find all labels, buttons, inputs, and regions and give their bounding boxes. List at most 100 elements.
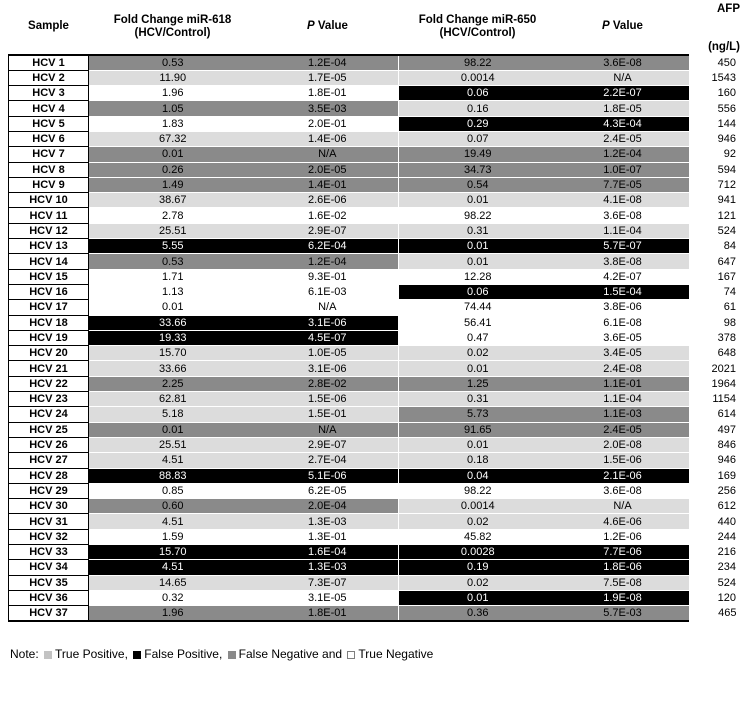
table-row: HCV 24 5.18 1.5E-01 5.73 1.1E-03 614	[8, 406, 742, 423]
p-value-650-cell: 3.8E-06	[556, 299, 689, 316]
table-row: HCV 13 5.55 6.2E-04 0.01 5.7E-07 84	[8, 238, 742, 255]
p-value-618-cell: 1.5E-06	[256, 391, 399, 408]
table-row: HCV 36 0.32 3.1E-05 0.01 1.9E-08 120	[8, 589, 742, 607]
p-value-650-cell: 2.0E-08	[556, 437, 689, 454]
sample-cell: HCV 37	[8, 605, 89, 623]
p-value-650-cell: 1.9E-08	[556, 590, 689, 607]
afp-cell: 216	[688, 544, 742, 560]
fold-change-618-cell: 4.51	[88, 559, 257, 576]
fold-change-618-cell: 88.83	[88, 468, 257, 484]
sample-cell: HCV 6	[8, 130, 89, 148]
table-row: HCV 3 1.96 1.8E-01 0.06 2.2E-07 160	[8, 85, 742, 102]
p-value-618-cell: 1.5E-01	[256, 406, 399, 423]
fold-change-618-cell: 1.96	[88, 85, 257, 102]
afp-cell: 1964	[688, 376, 742, 392]
fold-change-618-cell: 25.51	[88, 223, 257, 240]
fold-change-650-cell: 56.41	[398, 315, 557, 331]
sample-cell: HCV 15	[8, 268, 89, 285]
p-value-618-cell: 6.1E-03	[256, 284, 399, 301]
table-row: HCV 2 11.90 1.7E-05 0.0014 N/A 1543	[8, 69, 742, 87]
p-value-650-cell: 3.6E-08	[556, 53, 689, 71]
fold-change-618-cell: 1.96	[88, 605, 257, 623]
sample-cell: HCV 19	[8, 329, 89, 347]
sample-cell: HCV 13	[8, 238, 89, 255]
fold-change-650-cell: 0.04	[398, 468, 557, 484]
fold-change-618-cell: 11.90	[88, 70, 257, 87]
fold-change-650-cell: 98.22	[398, 483, 557, 500]
table-row: HCV 4 1.05 3.5E-03 0.16 1.8E-05 556	[8, 100, 742, 117]
table-row: HCV 31 4.51 1.3E-03 0.02 4.6E-06 440	[8, 513, 742, 530]
fold-change-618-cell: 1.05	[88, 100, 257, 117]
sample-cell: HCV 17	[8, 299, 89, 316]
legend-note: Note: True Positive, False Positive, Fal…	[10, 647, 742, 661]
afp-cell: 524	[688, 223, 742, 239]
p-value-650-cell: N/A	[556, 70, 689, 87]
afp-cell: 465	[688, 605, 742, 621]
table-row: HCV 33 15.70 1.6E-04 0.0028 7.7E-06 216	[8, 543, 742, 561]
sample-cell: HCV 25	[8, 421, 89, 438]
fold-change-650-cell: 0.31	[398, 223, 557, 240]
sample-cell: HCV 36	[8, 589, 89, 607]
p-value-650-cell: 5.7E-07	[556, 238, 689, 255]
afp-cell: 234	[688, 559, 742, 576]
p-value-618-cell: 1.3E-03	[256, 513, 399, 530]
afp-cell: 256	[688, 483, 742, 499]
afp-cell: 2021	[688, 360, 742, 377]
fold-change-650-cell: 0.0014	[398, 498, 557, 515]
table-row: HCV 29 0.85 6.2E-05 98.22 3.6E-08 256	[8, 482, 742, 500]
sample-cell: HCV 10	[8, 192, 89, 209]
fold-change-650-cell: 0.19	[398, 559, 557, 576]
header-line: Fold Change miR-650	[418, 13, 537, 26]
p-value-618-cell: 2.7E-04	[256, 452, 399, 469]
fold-change-618-cell: 1.49	[88, 177, 257, 194]
table-row: HCV 22 2.25 2.8E-02 1.25 1.1E-01 1964	[8, 375, 742, 393]
afp-cell: 120	[688, 590, 742, 606]
col-header-afp: AFP (ng/L)	[688, 0, 742, 55]
p-value-618-cell: 1.4E-01	[256, 177, 399, 194]
p-value-618-cell: 2.0E-01	[256, 116, 399, 132]
p-value-618-cell: 5.1E-06	[256, 468, 399, 484]
fold-change-618-cell: 0.60	[88, 498, 257, 515]
sample-cell: HCV 18	[8, 314, 89, 331]
table-row: HCV 20 15.70 1.0E-05 0.02 3.4E-05 648	[8, 345, 742, 362]
p-value-618-cell: 1.0E-05	[256, 345, 399, 362]
fold-change-650-cell: 0.06	[398, 85, 557, 102]
sample-cell: HCV 24	[8, 406, 89, 423]
table-row: HCV 10 38.67 2.6E-06 0.01 4.1E-08 941	[8, 192, 742, 209]
fold-change-650-cell: 1.25	[398, 376, 557, 393]
p-value-650-cell: 1.5E-04	[556, 284, 689, 301]
fold-change-618-cell: 1.83	[88, 116, 257, 132]
fold-change-618-cell: 0.01	[88, 299, 257, 316]
p-value-618-cell: 2.9E-07	[256, 223, 399, 240]
p-value-650-cell: 2.4E-08	[556, 360, 689, 377]
p-value-650-cell: 3.6E-05	[556, 330, 689, 347]
afp-cell: 497	[688, 422, 742, 438]
fold-change-650-cell: 0.31	[398, 391, 557, 408]
sample-cell: HCV 26	[8, 436, 89, 454]
fold-change-650-cell: 0.01	[398, 360, 557, 377]
afp-cell: 450	[688, 55, 742, 71]
fold-change-618-cell: 14.65	[88, 575, 257, 591]
sample-cell: HCV 12	[8, 222, 89, 240]
p-value-618-cell: 1.7E-05	[256, 70, 399, 87]
afp-cell: 524	[688, 575, 742, 591]
p-value-650-cell: 7.5E-08	[556, 575, 689, 591]
header-line: AFP	[717, 3, 740, 15]
p-value-618-cell: 7.3E-07	[256, 575, 399, 591]
sample-cell: HCV 16	[8, 283, 89, 301]
table-row: HCV 5 1.83 2.0E-01 0.29 4.3E-04 144	[8, 115, 742, 132]
afp-cell: 440	[688, 513, 742, 530]
sample-cell: HCV 7	[8, 146, 89, 163]
p-value-618-cell: 2.0E-04	[256, 498, 399, 515]
fold-change-650-cell: 74.44	[398, 299, 557, 316]
p-value-650-cell: 6.1E-08	[556, 315, 689, 331]
sample-cell: HCV 28	[8, 467, 89, 484]
fold-change-618-cell: 62.81	[88, 391, 257, 408]
header-line: (HCV/Control)	[134, 27, 211, 39]
fold-change-618-cell: 0.53	[88, 253, 257, 270]
table-row: HCV 35 14.65 7.3E-07 0.02 7.5E-08 524	[8, 574, 742, 591]
fold-change-650-cell: 0.02	[398, 513, 557, 530]
fold-change-618-cell: 5.55	[88, 238, 257, 255]
col-header-fold-change-650: Fold Change miR-650 (HCV/Control)	[398, 0, 557, 55]
fold-change-650-cell: 98.22	[398, 53, 557, 71]
